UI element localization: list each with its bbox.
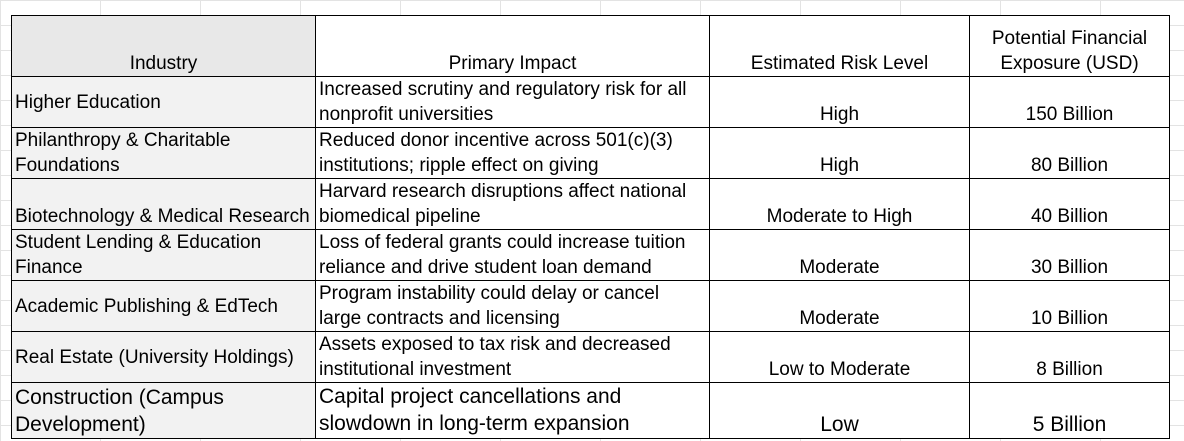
industry-cell[interactable]: Higher Education (11, 76, 316, 128)
industry-cell[interactable]: Philanthropy & Charitable Foundations (11, 127, 316, 179)
risk-cell[interactable]: Moderate (709, 229, 970, 281)
industry-risk-table: Industry Primary Impact Estimated Risk L… (11, 15, 1170, 439)
impact-cell[interactable]: Reduced donor incentive across 501(c)(3)… (315, 127, 710, 179)
industry-cell[interactable]: Student Lending & Education Finance (11, 229, 316, 281)
impact-cell[interactable]: Assets exposed to tax risk and decreased… (315, 331, 710, 383)
impact-cell[interactable]: Program instability could delay or cance… (315, 280, 710, 332)
impact-cell[interactable]: Loss of federal grants could increase tu… (315, 229, 710, 281)
industry-cell[interactable]: Real Estate (University Holdings) (11, 331, 316, 383)
header-risk-level[interactable]: Estimated Risk Level (709, 15, 970, 77)
table-row: Philanthropy & Charitable Foundations Re… (11, 127, 1170, 179)
exposure-cell[interactable]: 5 Billion (969, 382, 1170, 439)
risk-cell[interactable]: High (709, 76, 970, 128)
impact-cell[interactable]: Capital project cancellations and slowdo… (315, 382, 710, 439)
exposure-cell[interactable]: 30 Billion (969, 229, 1170, 281)
exposure-cell[interactable]: 80 Billion (969, 127, 1170, 179)
table-row: Student Lending & Education Finance Loss… (11, 229, 1170, 281)
industry-cell[interactable]: Academic Publishing & EdTech (11, 280, 316, 332)
header-industry[interactable]: Industry (11, 15, 316, 77)
header-financial-exposure[interactable]: Potential Financial Exposure (USD) (969, 15, 1170, 77)
table-row: Academic Publishing & EdTech Program ins… (11, 280, 1170, 332)
exposure-cell[interactable]: 150 Billion (969, 76, 1170, 128)
impact-cell[interactable]: Harvard research disruptions affect nati… (315, 178, 710, 230)
risk-cell[interactable]: Low to Moderate (709, 331, 970, 383)
header-primary-impact[interactable]: Primary Impact (315, 15, 710, 77)
risk-cell[interactable]: High (709, 127, 970, 179)
risk-cell[interactable]: Low (709, 382, 970, 439)
exposure-cell[interactable]: 10 Billion (969, 280, 1170, 332)
risk-cell[interactable]: Moderate to High (709, 178, 970, 230)
exposure-cell[interactable]: 40 Billion (969, 178, 1170, 230)
table-row: Construction (Campus Development) Capita… (11, 382, 1170, 439)
exposure-cell[interactable]: 8 Billion (969, 331, 1170, 383)
industry-cell[interactable]: Construction (Campus Development) (11, 382, 316, 439)
table-row: Higher Education Increased scrutiny and … (11, 76, 1170, 128)
risk-cell[interactable]: Moderate (709, 280, 970, 332)
impact-cell[interactable]: Increased scrutiny and regulatory risk f… (315, 76, 710, 128)
industry-cell[interactable]: Biotechnology & Medical Research (11, 178, 316, 230)
table-row: Biotechnology & Medical Research Harvard… (11, 178, 1170, 230)
table-row: Real Estate (University Holdings) Assets… (11, 331, 1170, 383)
header-row: Industry Primary Impact Estimated Risk L… (11, 15, 1170, 77)
